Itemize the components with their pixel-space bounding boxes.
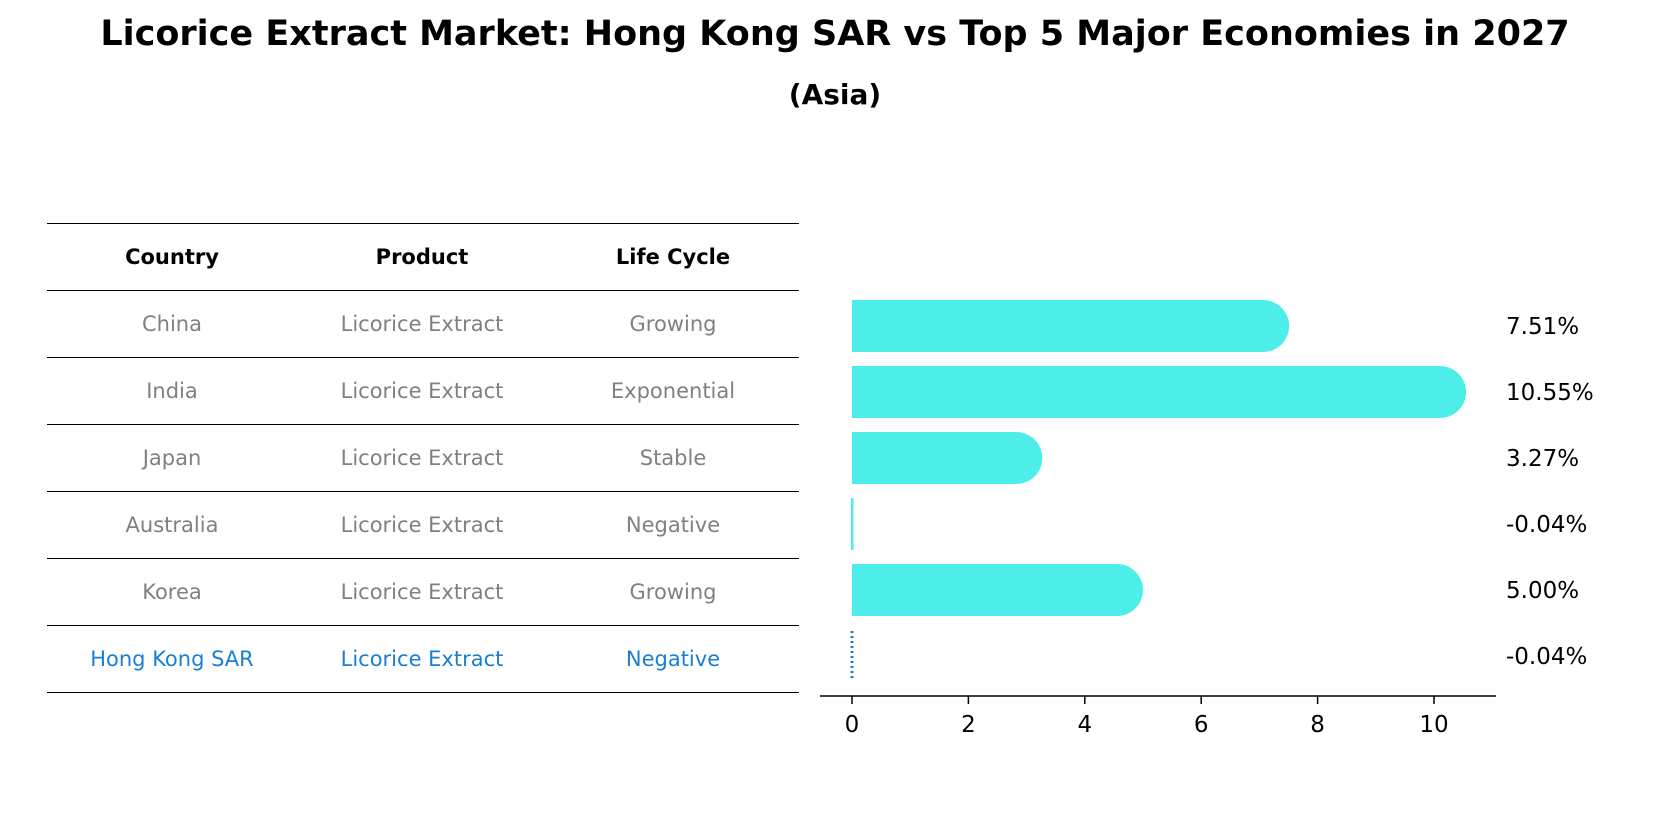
product-cell: Licorice Extract: [340, 580, 504, 604]
bar: [851, 498, 854, 550]
product-cell: Licorice Extract: [340, 379, 504, 403]
header-product: Product: [375, 245, 469, 269]
value-label: -0.04%: [1506, 512, 1587, 538]
bar: [852, 432, 1043, 484]
table-header-row: Country Product Life Cycle: [47, 223, 799, 290]
chart-subtitle: (Asia): [788, 78, 882, 111]
product-cell: Licorice Extract: [340, 513, 504, 537]
country-cell: India: [146, 379, 198, 403]
product-cell: Licorice Extract: [340, 312, 504, 336]
header-country: Country: [125, 245, 219, 269]
value-label: -0.04%: [1506, 644, 1587, 670]
country-cell: Hong Kong SAR: [90, 647, 254, 671]
x-tick-label: 2: [961, 712, 976, 738]
header-life-cycle: Life Cycle: [615, 245, 731, 269]
country-cell: Korea: [142, 580, 202, 604]
x-tick-label: 10: [1419, 712, 1448, 738]
x-tick-label: 0: [845, 712, 860, 738]
product-cell: Licorice Extract: [340, 647, 504, 671]
table-row: India Licorice Extract Exponential: [47, 357, 799, 424]
table-row: Korea Licorice Extract Growing: [47, 558, 799, 625]
bar: [852, 300, 1290, 352]
life-cycle-cell: Negative: [625, 647, 721, 671]
country-cell: Australia: [125, 513, 219, 537]
table-row-highlighted: Hong Kong SAR Licorice Extract Negative: [47, 625, 799, 693]
life-cycle-cell: Stable: [639, 446, 707, 470]
life-cycle-cell: Growing: [629, 312, 717, 336]
value-label: 5.00%: [1506, 578, 1579, 604]
chart-title: Licorice Extract Market: Hong Kong SAR v…: [100, 14, 1570, 54]
x-tick-label: 8: [1310, 712, 1325, 738]
table-row: Australia Licorice Extract Negative: [47, 491, 799, 558]
table-row: China Licorice Extract Growing: [47, 290, 799, 357]
table-row: Japan Licorice Extract Stable: [47, 424, 799, 491]
bar: [852, 366, 1467, 418]
life-cycle-cell: Negative: [625, 513, 721, 537]
product-cell: Licorice Extract: [340, 446, 504, 470]
x-tick-label: 6: [1194, 712, 1209, 738]
life-cycle-cell: Exponential: [610, 379, 736, 403]
country-cell: China: [142, 312, 202, 336]
bar: [852, 564, 1143, 616]
market-table: Country Product Life Cycle China Licoric…: [47, 223, 799, 693]
value-label: 3.27%: [1506, 446, 1579, 472]
life-cycle-cell: Growing: [629, 580, 717, 604]
value-label: 7.51%: [1506, 314, 1579, 340]
x-tick-label: 4: [1077, 712, 1092, 738]
country-cell: Japan: [142, 446, 202, 470]
value-label: 10.55%: [1506, 380, 1594, 406]
